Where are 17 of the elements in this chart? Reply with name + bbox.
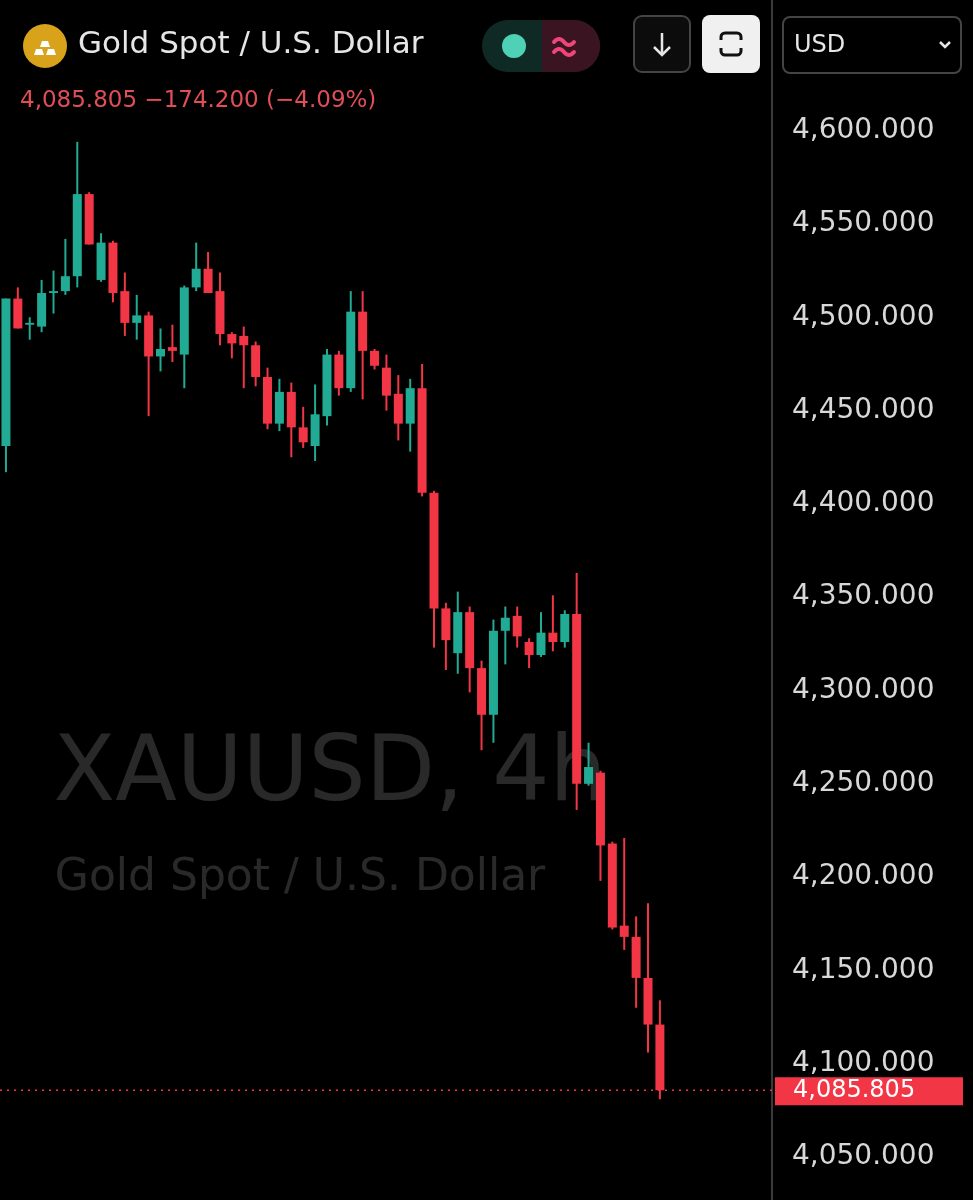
y-tick-label: 4,450.000 xyxy=(792,391,935,425)
candlestick xyxy=(49,270,59,314)
y-tick-label: 4,400.000 xyxy=(792,485,935,519)
candlestick xyxy=(25,317,35,340)
y-tick-label: 4,500.000 xyxy=(792,298,935,332)
y-tick-label: 4,150.000 xyxy=(792,951,935,985)
y-tick-label: 4,550.000 xyxy=(792,205,935,239)
text: 4,085.805 −174.200 (−4.09%) xyxy=(20,86,377,112)
text: Gold Spot / U.S. Dollar xyxy=(78,24,424,60)
candlestick xyxy=(619,837,629,950)
y-tick-label: 4,600.000 xyxy=(792,111,935,145)
text: USD xyxy=(794,30,846,58)
y-tick-label: 4,250.000 xyxy=(792,765,935,799)
y-tick-label: 4,200.000 xyxy=(792,858,935,892)
y-tick-label: 4,050.000 xyxy=(792,1138,935,1172)
y-tick-label: 4,300.000 xyxy=(792,671,935,705)
y-tick-label: 4,350.000 xyxy=(792,578,935,612)
